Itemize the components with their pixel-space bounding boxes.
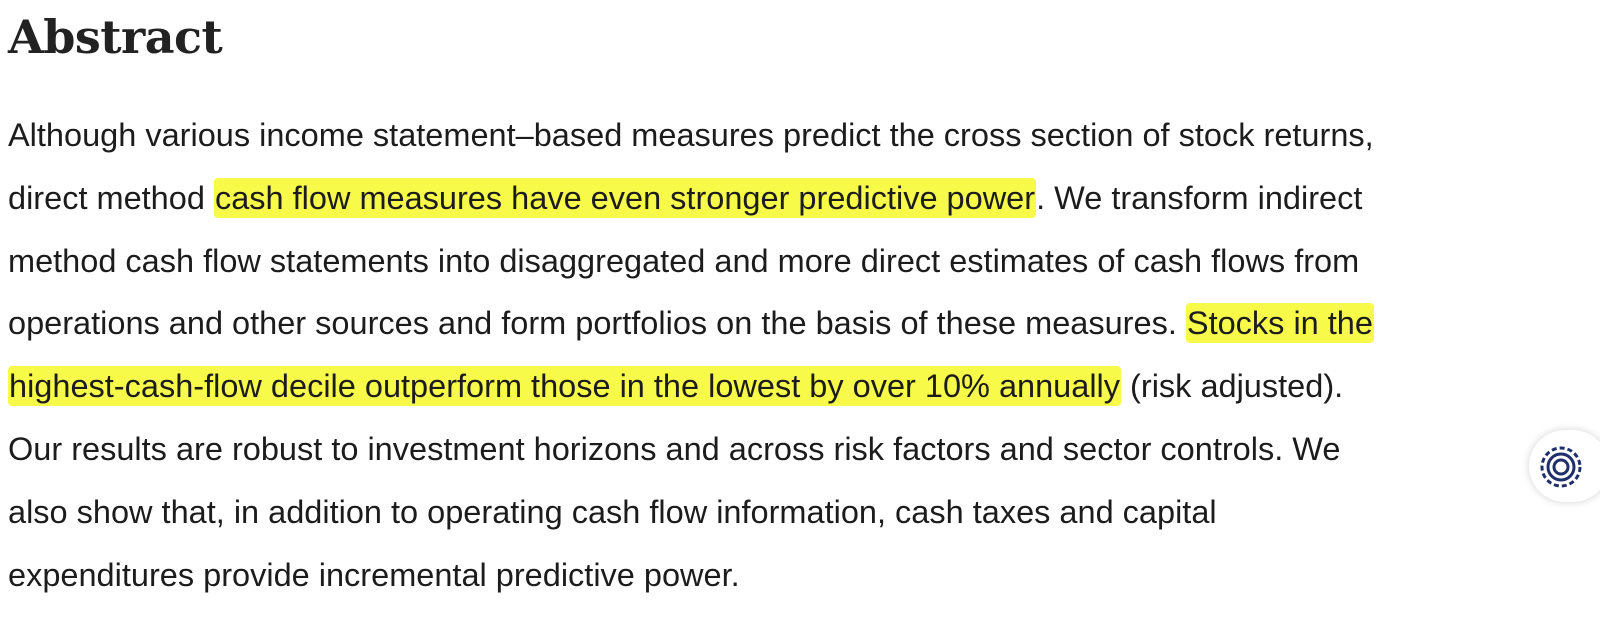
circular-logo-icon — [1540, 446, 1582, 488]
abstract-line-2: direct method cash flow measures have ev… — [8, 167, 1568, 230]
abstract-line-3: method cash flow statements into disaggr… — [8, 242, 1360, 279]
text-segment: direct method — [8, 179, 214, 216]
text-segment: . We transform indirect — [1036, 179, 1363, 216]
text-segment: (risk adjusted). — [1121, 368, 1344, 405]
abstract-line-1: Although various income statement–based … — [8, 117, 1374, 153]
abstract-line-7: also show that, in addition to operating… — [8, 493, 1217, 530]
highlighted-text: Stocks in the — [1185, 303, 1374, 344]
abstract-heading: Abstract — [8, 10, 223, 64]
abstract-line-6: Our results are robust to investment hor… — [8, 430, 1341, 467]
abstract-line-5: highest-cash-flow decile outperform thos… — [8, 355, 1568, 418]
highlighted-text: cash flow measures have even stronger pr… — [213, 177, 1037, 218]
abstract-text: Although various income statement–based … — [8, 104, 1568, 606]
floating-widget-button[interactable] — [1529, 430, 1600, 502]
text-segment: operations and other sources and form po… — [8, 305, 1186, 342]
abstract-line-4: operations and other sources and form po… — [8, 292, 1568, 355]
abstract-line-8: expenditures provide incremental predict… — [8, 556, 740, 593]
highlighted-text: highest-cash-flow decile outperform thos… — [8, 366, 1122, 407]
